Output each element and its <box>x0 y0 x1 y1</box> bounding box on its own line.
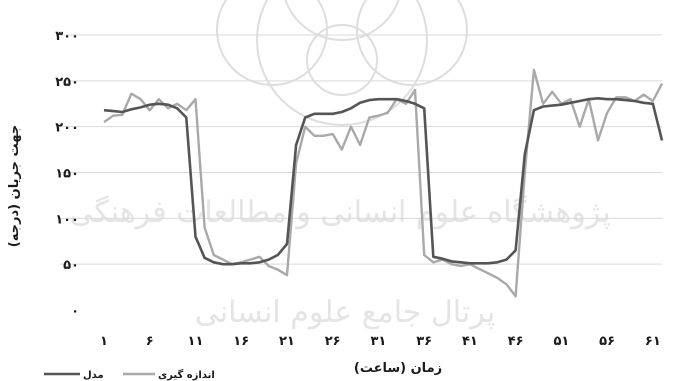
x-tick-label: ۶ <box>146 334 154 349</box>
y-tick-label: ۲۰۰ <box>55 121 79 136</box>
series-lines <box>103 68 664 298</box>
x-tick-labels: ۱ ۶ ۱۱ ۱۶ ۲۱ ۲۶ ۳۱ ۳۶ ۴۱ ۴۶ ۵۱ ۵۶ ۶۱ <box>100 334 661 349</box>
x-tick-label: ۳۱ <box>370 334 386 349</box>
series-line-measured <box>103 68 664 298</box>
x-tick-label: ۱۱ <box>188 334 204 349</box>
x-tick-label: ۱۶ <box>233 334 249 349</box>
legend-label-model: مدل <box>83 370 104 381</box>
series-line-model <box>103 97 664 266</box>
legend-label-measured: اندازه گیری <box>158 368 215 381</box>
watermark-text-line-2: پرتال جامع علوم انسانی <box>195 295 495 330</box>
y-tick-label: ۱۰۰ <box>55 212 79 227</box>
y-tick-label: ۵۰ <box>63 258 79 273</box>
watermark-text-line-1: پژوهشگاه علوم انسانی و مطالعات فرهنگی <box>69 195 611 230</box>
y-tick-label: ۳۰۰ <box>55 29 79 44</box>
y-tick-labels: ۰ ۵۰ ۱۰۰ ۱۵۰ ۲۰۰ ۲۵۰ ۳۰۰ <box>55 29 79 319</box>
x-tick-label: ۶۱ <box>645 334 661 349</box>
x-tick-label: ۵۱ <box>553 334 569 349</box>
x-tick-label: ۴۶ <box>508 334 524 349</box>
x-axis-title: زمان (ساعت) <box>354 361 442 376</box>
y-tick-label: ۰ <box>71 304 79 319</box>
y-tick-label: ۲۵۰ <box>55 75 79 90</box>
legend: مدل اندازه گیری <box>44 368 215 381</box>
x-tick-label: ۵۶ <box>599 334 615 349</box>
x-tick-label: ۲۱ <box>279 334 295 349</box>
x-tick-label: ۳۶ <box>416 334 432 349</box>
grid-lines <box>60 34 662 265</box>
y-axis-title: جهت جریان (درجه) <box>7 125 22 247</box>
watermark-emblem <box>216 0 468 126</box>
y-tick-label: ۱۵۰ <box>55 167 79 182</box>
x-tick-label: ۱ <box>100 334 108 349</box>
x-tick-label: ۲۶ <box>325 334 341 349</box>
x-tick-label: ۴۱ <box>462 334 478 349</box>
